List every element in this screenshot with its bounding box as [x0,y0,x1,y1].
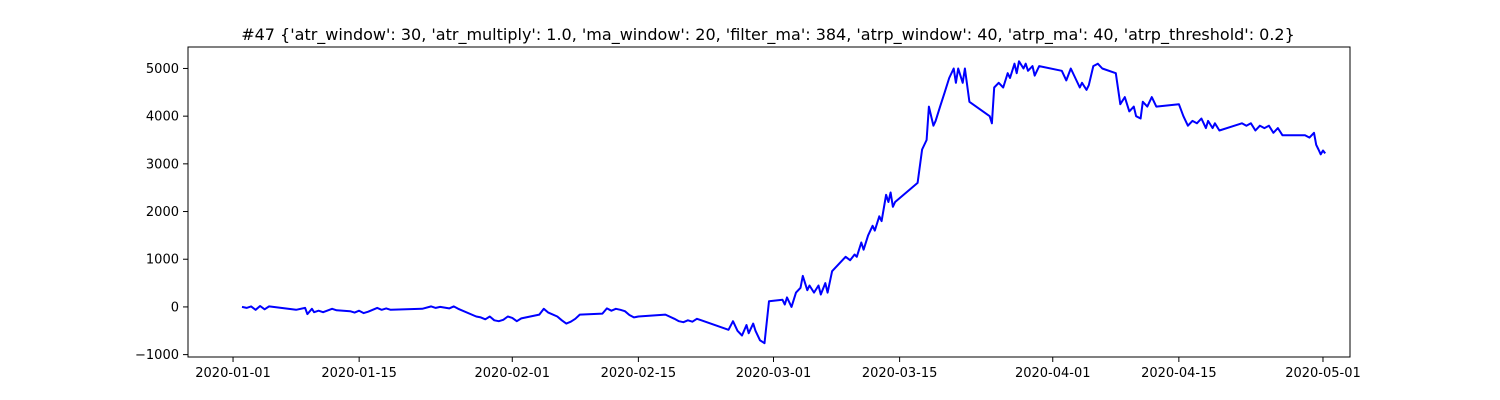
series-line [241,60,1326,345]
x-axis: 2020-01-01 2020-01-15 2020-02-01 2020-02-15… [195,357,1361,381]
x-tick-label: 2020-01-15 [321,366,397,381]
y-axis: −1000 0 1000 2000 3000 4000 5000 [135,62,188,363]
y-tick-label: 3000 [146,157,179,172]
y-tick-label: 0 [171,300,179,315]
x-tick-label: 2020-03-01 [736,366,812,381]
chart-title: #47 {'atr_window': 30, 'atr_multiply': 1… [241,25,1295,45]
y-tick-label: 4000 [146,110,179,125]
plot-area-frame [187,46,1351,358]
x-tick-label: 2020-01-01 [195,366,271,381]
x-tick-label: 2020-02-01 [474,366,550,381]
x-tick-label: 2020-03-15 [862,366,938,381]
y-tick-label: 2000 [146,205,179,220]
x-tick-label: 2020-05-01 [1285,366,1361,381]
x-tick-label: 2020-04-01 [1015,366,1091,381]
x-tick-label: 2020-02-15 [601,366,677,381]
x-tick-label: 2020-04-15 [1141,366,1217,381]
y-tick-label: 5000 [146,62,179,77]
y-tick-label: 1000 [146,253,179,268]
y-tick-label: −1000 [135,348,179,363]
